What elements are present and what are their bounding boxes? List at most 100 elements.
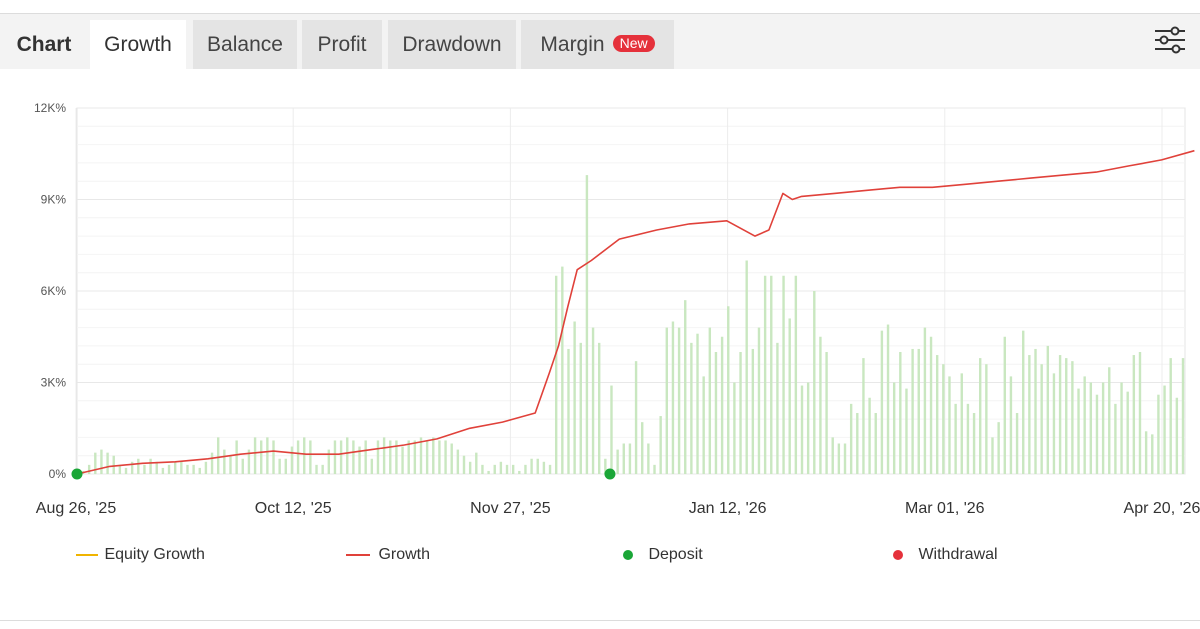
profit-bar [1144, 431, 1148, 474]
x-tick-label: Mar 01, '26 [905, 500, 985, 517]
x-tick-label: Oct 12, '25 [255, 500, 332, 517]
profit-bar [364, 440, 367, 474]
profit-bar [622, 443, 625, 474]
profit-bar [149, 458, 152, 474]
profit-bar [180, 461, 183, 474]
profit-bar [684, 300, 687, 474]
profit-bar [253, 437, 257, 474]
profit-bar [309, 440, 312, 474]
profit-bar [548, 464, 552, 474]
deposit-markers [71, 468, 616, 480]
profit-bar [223, 449, 226, 474]
profit-bar [972, 413, 976, 474]
profit-bar [966, 403, 970, 474]
profit-bar [659, 416, 662, 474]
settings-button[interactable] [1152, 22, 1188, 58]
profit-bar [1015, 413, 1019, 474]
profit-bar [911, 348, 914, 474]
profit-bar [819, 336, 822, 474]
bottom-border [0, 620, 1200, 621]
profit-bar [1052, 373, 1056, 474]
profit-bar [1181, 358, 1185, 474]
sliders-icon [1155, 26, 1185, 54]
profit-bar [204, 461, 208, 474]
profit-bar [1157, 394, 1160, 474]
profit-bar [641, 422, 644, 474]
profit-bar [874, 413, 877, 474]
profit-bar [727, 306, 730, 474]
tab-drawdown[interactable]: Drawdown [388, 20, 516, 69]
profit-bar [665, 327, 668, 474]
tab-growth[interactable]: Growth [90, 20, 186, 69]
profit-bar [192, 464, 195, 474]
new-badge: New [612, 34, 655, 52]
y-tick-label: 3K% [41, 376, 67, 390]
profit-bar [456, 449, 460, 474]
profit-bar [929, 336, 933, 474]
profit-bar [960, 373, 963, 474]
profit-bar [419, 437, 423, 474]
y-tick-label: 12K% [34, 101, 66, 115]
profit-bar [493, 464, 496, 474]
profit-bar [186, 464, 189, 474]
profit-bar [432, 437, 435, 474]
profit-bar [413, 440, 417, 474]
legend-growth[interactable]: Growth [346, 545, 430, 565]
profit-bar [475, 452, 478, 474]
tab-balance-label: Balance [207, 33, 283, 56]
legend-deposit[interactable]: Deposit [622, 545, 703, 565]
profit-bar [167, 464, 171, 474]
deposit-marker [71, 468, 83, 480]
profit-bar [118, 464, 122, 474]
legend-deposit-label: Deposit [648, 546, 703, 564]
profit-bar [856, 413, 859, 474]
profit-bar [487, 470, 490, 474]
top-border [0, 13, 1200, 14]
y-tick-label: 6K% [41, 284, 67, 298]
tab-margin[interactable]: Margin New [521, 20, 674, 69]
profit-bar [554, 275, 558, 474]
profit-bar [561, 266, 564, 474]
profit-bar [585, 175, 589, 474]
profit-bar [849, 403, 853, 474]
profit-bar [708, 327, 712, 474]
legend-growth-label: Growth [378, 546, 431, 564]
profit-bar [702, 376, 705, 474]
profit-bar [1138, 352, 1142, 474]
profit-bar [143, 464, 146, 474]
profit-bar [511, 464, 515, 474]
profit-bar [733, 382, 736, 474]
profit-bar [954, 403, 957, 474]
profit-bar [112, 455, 115, 474]
profit-bar [770, 275, 773, 474]
profit-bar [806, 382, 810, 474]
tab-profit[interactable]: Profit [302, 20, 382, 69]
legend-equity-growth[interactable]: Equity Growth [76, 545, 205, 565]
profit-bar [272, 440, 275, 474]
profit-bar [800, 385, 804, 474]
profit-bar [216, 437, 220, 474]
profit-bar [1040, 364, 1043, 474]
profit-bar [505, 464, 509, 474]
profit-bar [653, 464, 656, 474]
profit-bar [401, 446, 404, 474]
profit-bar [1077, 388, 1080, 474]
profit-bar [751, 348, 755, 474]
profit-bar [1071, 361, 1074, 474]
profit-bar [1083, 376, 1086, 474]
profit-bar [923, 327, 927, 474]
profit-bar [542, 461, 546, 474]
profit-bar [579, 342, 582, 474]
profit-bar [788, 318, 791, 474]
profit-bar [628, 443, 632, 474]
profit-bar [1126, 391, 1129, 474]
tab-balance[interactable]: Balance [193, 20, 297, 69]
legend-withdrawal[interactable]: Withdrawal [892, 545, 998, 565]
profit-bar [229, 455, 232, 474]
profit-bar [1175, 397, 1179, 474]
profit-bar [468, 461, 472, 474]
profit-bar [831, 437, 834, 474]
profit-bar [935, 355, 939, 474]
y-axis-labels: 0% 3K% 6K% 9K% 12K% [34, 101, 66, 481]
chart-label: Chart [16, 33, 72, 56]
